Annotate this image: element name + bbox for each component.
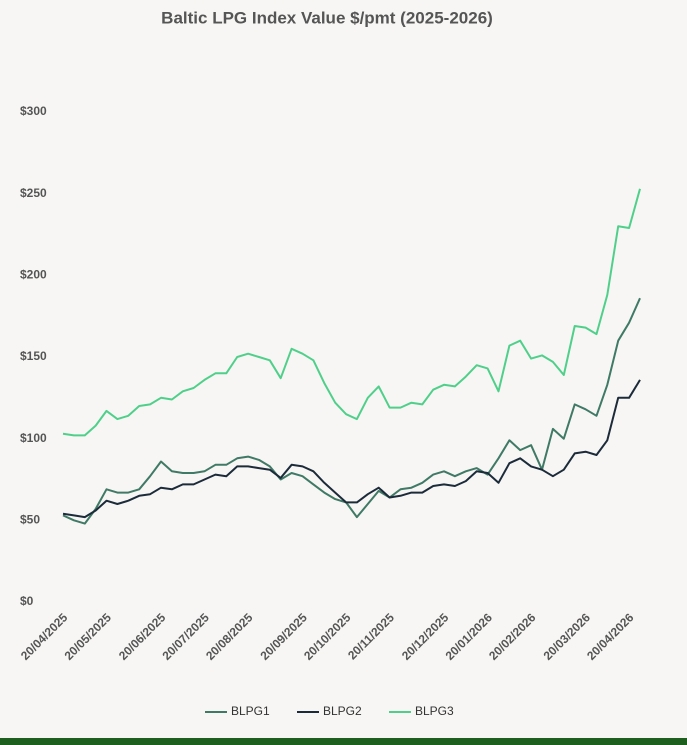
x-tick-label: 20/10/2025 [301, 610, 354, 663]
y-tick-label: $50 [20, 513, 40, 527]
legend-text: BLPG3 [415, 704, 454, 718]
chart-title: Baltic LPG Index Value $/pmt (2025-2026) [161, 8, 493, 27]
x-tick-label: 20/04/2026 [584, 610, 637, 663]
legend-text: BLPG1 [231, 704, 270, 718]
y-tick-label: $100 [20, 431, 47, 445]
y-tick-label: $250 [20, 186, 47, 200]
x-tick-label: 20/08/2025 [203, 610, 256, 663]
series-line [62, 297, 641, 525]
y-tick-label: $200 [20, 268, 47, 282]
series-line [62, 379, 641, 519]
x-tick-label: 20/02/2026 [486, 610, 539, 663]
y-tick-label: $300 [20, 104, 47, 118]
footer-bar [0, 738, 687, 745]
x-tick-label: 20/11/2025 [345, 610, 397, 662]
y-tick-label: $150 [20, 349, 47, 363]
legend-text: BLPG2 [323, 704, 362, 718]
x-tick-label: 20/05/2025 [62, 610, 115, 663]
series-line [62, 188, 641, 437]
y-tick-label: $0 [20, 594, 34, 608]
